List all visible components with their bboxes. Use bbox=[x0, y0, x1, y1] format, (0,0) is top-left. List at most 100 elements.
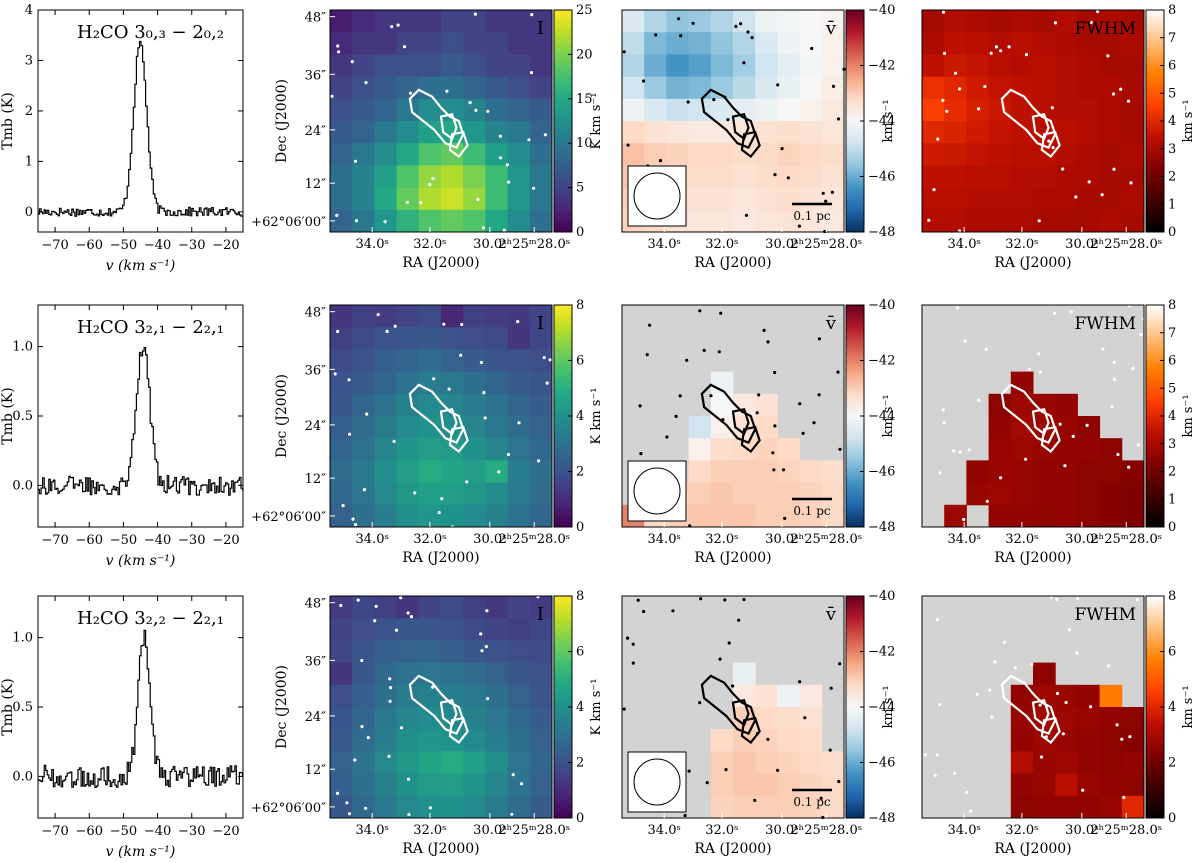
star-marker bbox=[1119, 87, 1123, 91]
star-marker bbox=[776, 83, 780, 87]
map-pixel bbox=[374, 305, 398, 328]
map-pixel bbox=[1055, 482, 1078, 506]
map-pixel bbox=[688, 438, 712, 461]
x-tick-label: −40 bbox=[144, 824, 171, 839]
map-pixel bbox=[441, 662, 464, 686]
y-tick-label: 48″ bbox=[305, 306, 327, 321]
star-marker bbox=[498, 134, 502, 138]
map-pixel bbox=[1077, 121, 1101, 144]
map-pixel bbox=[507, 371, 531, 395]
map-pixel bbox=[922, 187, 945, 211]
x-tick-label: 34.0ˢ bbox=[948, 237, 981, 252]
y-tick-label: +62°06′00″ bbox=[251, 215, 326, 230]
map-pixel bbox=[1121, 209, 1145, 233]
colorbar-label: km s⁻¹ bbox=[881, 394, 896, 437]
star-marker bbox=[1126, 99, 1131, 103]
star-marker bbox=[773, 424, 777, 428]
star-marker bbox=[955, 306, 960, 310]
map-pixel bbox=[463, 416, 486, 439]
map-pixel bbox=[441, 751, 464, 775]
map-pixel bbox=[1077, 438, 1101, 461]
star-marker bbox=[938, 702, 942, 707]
map-pixel bbox=[441, 10, 464, 33]
star-marker bbox=[339, 603, 343, 608]
star-marker bbox=[1069, 310, 1073, 314]
map-pixel bbox=[374, 121, 398, 144]
star-marker bbox=[963, 339, 967, 343]
map-pixel bbox=[799, 482, 823, 506]
map-pixel bbox=[352, 76, 375, 100]
map-pixel bbox=[441, 327, 464, 350]
map-pixel bbox=[507, 76, 531, 100]
star-marker bbox=[385, 329, 389, 333]
x-tick-label: −60 bbox=[76, 533, 103, 548]
map-pixel bbox=[374, 640, 398, 664]
map-pixel bbox=[755, 729, 778, 752]
map-pixel bbox=[330, 773, 353, 797]
map-pixel bbox=[966, 143, 990, 166]
star-marker bbox=[1081, 788, 1085, 792]
map-pixel bbox=[710, 438, 734, 461]
map-pixel bbox=[529, 165, 553, 189]
y-tick-label: 0 bbox=[25, 205, 33, 220]
map-pixel bbox=[507, 349, 531, 373]
map-pixel bbox=[1055, 98, 1078, 122]
star-marker bbox=[727, 641, 731, 645]
map-pixel bbox=[463, 729, 486, 752]
map-pixel bbox=[1010, 416, 1034, 439]
map-pixel bbox=[755, 98, 778, 122]
map-pixel bbox=[1077, 751, 1101, 775]
map-pixel bbox=[485, 751, 509, 775]
map-pixel bbox=[1010, 32, 1034, 55]
map-pixel bbox=[710, 460, 734, 484]
map-pixel bbox=[352, 371, 375, 395]
map-pixel bbox=[1077, 54, 1101, 78]
star-marker bbox=[1007, 45, 1011, 49]
map-pixel bbox=[374, 416, 398, 439]
map-pixel bbox=[710, 10, 734, 33]
star-marker bbox=[545, 381, 549, 385]
map-pixel bbox=[644, 54, 667, 78]
plot-frame bbox=[37, 9, 244, 233]
map-pixel bbox=[688, 482, 712, 506]
map-pixel bbox=[1121, 165, 1145, 189]
map-pixel bbox=[1121, 460, 1145, 484]
star-marker bbox=[954, 71, 958, 75]
map-pixel bbox=[966, 209, 990, 233]
map-pixel bbox=[799, 121, 823, 144]
colorbar-label: K km s⁻¹ bbox=[589, 679, 604, 736]
y-axis-label: Dec (J2000) bbox=[274, 665, 290, 749]
map-pixel bbox=[463, 707, 486, 730]
star-marker bbox=[1037, 352, 1041, 356]
map-pixel bbox=[1055, 32, 1078, 55]
map-pixel bbox=[1121, 482, 1145, 506]
map-pixel bbox=[529, 482, 553, 506]
star-marker bbox=[1116, 452, 1120, 457]
map-pixel bbox=[688, 32, 712, 55]
beam-circle bbox=[633, 172, 681, 220]
map-pixel bbox=[733, 795, 756, 819]
map-pixel bbox=[396, 416, 420, 439]
map-pixel bbox=[529, 729, 553, 752]
map-pixel bbox=[352, 305, 375, 328]
star-marker bbox=[719, 311, 723, 315]
star-marker bbox=[543, 133, 548, 137]
map-pixel bbox=[529, 751, 553, 775]
map-pixel bbox=[396, 349, 420, 373]
beam-circle bbox=[633, 758, 681, 806]
star-marker bbox=[1061, 167, 1065, 171]
map-pixel bbox=[485, 121, 509, 144]
map-pixel bbox=[418, 393, 442, 417]
star-marker bbox=[698, 701, 702, 705]
star-marker bbox=[407, 777, 411, 781]
colorbar-label: km s⁻¹ bbox=[1181, 394, 1196, 437]
star-marker bbox=[1074, 195, 1078, 199]
star-marker bbox=[373, 619, 377, 623]
x-tick-label: −40 bbox=[144, 238, 171, 253]
map-pixel bbox=[441, 32, 464, 55]
x-tick-label: 32.0ˢ bbox=[1005, 237, 1038, 252]
map-pixel bbox=[777, 729, 801, 752]
star-marker bbox=[431, 176, 435, 181]
map-pixel bbox=[799, 32, 823, 55]
